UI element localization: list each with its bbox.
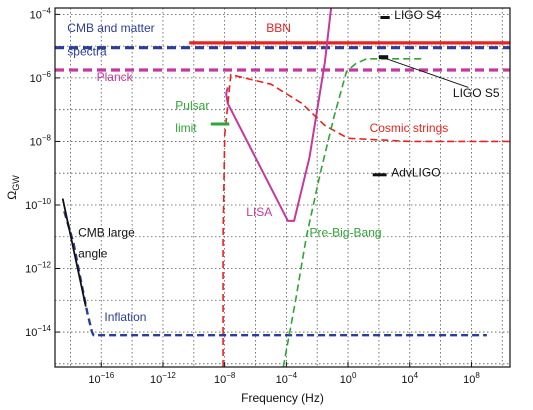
- series-cosmic-strings: [222, 73, 510, 367]
- annotation-pre-big-bang: Pre-Big-Bang: [310, 226, 382, 240]
- y-tick-label: 10−4: [30, 6, 52, 21]
- annotation-limit: limit: [175, 121, 197, 135]
- y-axis-label-main: Ω: [5, 191, 19, 200]
- y-tick-label: 10−14: [25, 324, 51, 339]
- annotation-lisa: LISA: [246, 205, 272, 219]
- series-cmb-large-angle: [61, 198, 87, 307]
- plot-frame: [54, 7, 511, 368]
- x-axis-label: Frequency (Hz): [241, 391, 324, 405]
- annotation-inflation: Inflation: [104, 310, 146, 324]
- y-tick-label: 10−6: [30, 70, 52, 85]
- annotation-layer: CMB and matter spectra BBN Planck LIGO S4 LIG…: [67, 8, 500, 324]
- series-lisa: [225, 7, 333, 222]
- x-tick-label: 108: [463, 371, 480, 386]
- annotation-planck: Planck: [97, 70, 134, 84]
- y-axis-label: ΩGW: [5, 175, 21, 200]
- annotation-bbn: BBN: [266, 21, 291, 35]
- annotation-cmb-and-matter: CMB and matter: [67, 21, 154, 35]
- annotation-ligo-s5: LIGO S5: [453, 86, 500, 100]
- series-layer: [55, 7, 510, 368]
- x-tick-label: 100: [340, 371, 357, 386]
- series-pre-big-bang: [282, 57, 426, 368]
- leader-layer: [386, 58, 469, 88]
- annotation-ligo-s4: LIGO S4: [394, 8, 441, 22]
- y-tick-label: 10−8: [30, 133, 52, 148]
- annotation-advligo: AdvLIGO: [391, 165, 440, 179]
- leader-line: [386, 58, 469, 88]
- y-tick-label: 10−12: [25, 261, 51, 276]
- annotation-angle: angle: [78, 246, 108, 260]
- annotation-spectra: spectra: [67, 45, 107, 59]
- annotation-cosmic-strings: Cosmic strings: [370, 121, 449, 135]
- x-tick-label: 10−8: [214, 371, 236, 386]
- y-axis-ticks: 10−4 10−6 10−8 10−10 10−12 10−14: [25, 6, 60, 339]
- x-axis-ticks: 10−16 10−12 10−8 10−4 100 104 108: [88, 362, 480, 386]
- x-tick-label: 10−12: [150, 371, 176, 386]
- annotation-pulsar: Pulsar: [175, 99, 209, 113]
- x-tick-label: 104: [401, 371, 418, 386]
- x-tick-label: 10−16: [88, 371, 114, 386]
- y-tick-label: 10−10: [25, 197, 51, 212]
- annotation-cmb-large: CMB large: [78, 226, 135, 240]
- x-tick-label: 10−4: [276, 371, 298, 386]
- y-axis-label-sub: GW: [11, 175, 21, 191]
